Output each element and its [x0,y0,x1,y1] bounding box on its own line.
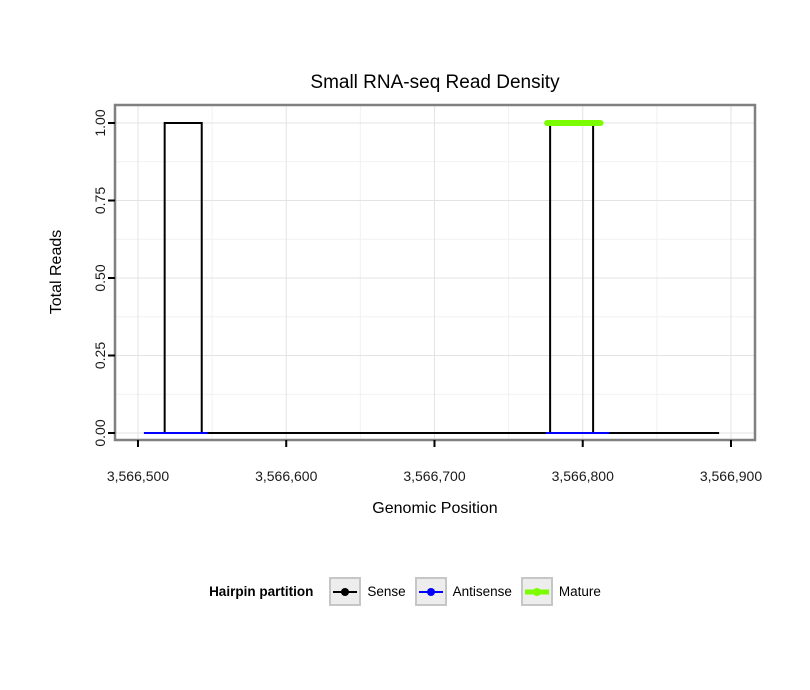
y-tick-label: 0.50 [92,264,108,291]
legend-key-dot [341,587,350,596]
legend-item-mature: Mature [520,577,601,606]
x-tick-label: 3,566,900 [700,468,762,484]
legend-title: Hairpin partition [209,584,314,599]
x-axis-title: Genomic Position [372,500,498,517]
x-tick-label: 3,566,700 [403,468,465,484]
plot-area: 3,566,500 3,566,600 3,566,700 3,566,800 3,56… [92,103,762,484]
y-tick-label: 0.00 [92,419,108,446]
legend-key-sense [329,577,362,606]
chart-title: Small RNA-seq Read Density [310,72,560,93]
legend-label-mature: Mature [558,584,601,599]
legend-key-dot [532,587,541,596]
y-tick-label: 0.25 [92,342,108,369]
panel-background [115,105,755,440]
series-sense [145,122,720,434]
legend: Hairpin partition Sense Antisense Mature [0,577,810,606]
y-tick-label: 1.00 [92,109,108,136]
legend-label-sense: Sense [367,584,406,599]
legend-item-sense: Sense [329,577,406,606]
y-tick-label: 0.75 [92,187,108,214]
x-tick-label: 3,566,500 [107,468,169,484]
legend-key-dot [426,587,435,596]
legend-item-antisense: Antisense [414,577,512,606]
x-tick-label: 3,566,600 [255,468,317,484]
legend-key-mature [520,577,553,606]
legend-label-antisense: Antisense [452,584,512,599]
legend-key-antisense [414,577,447,606]
x-tick-label: 3,566,800 [552,468,614,484]
